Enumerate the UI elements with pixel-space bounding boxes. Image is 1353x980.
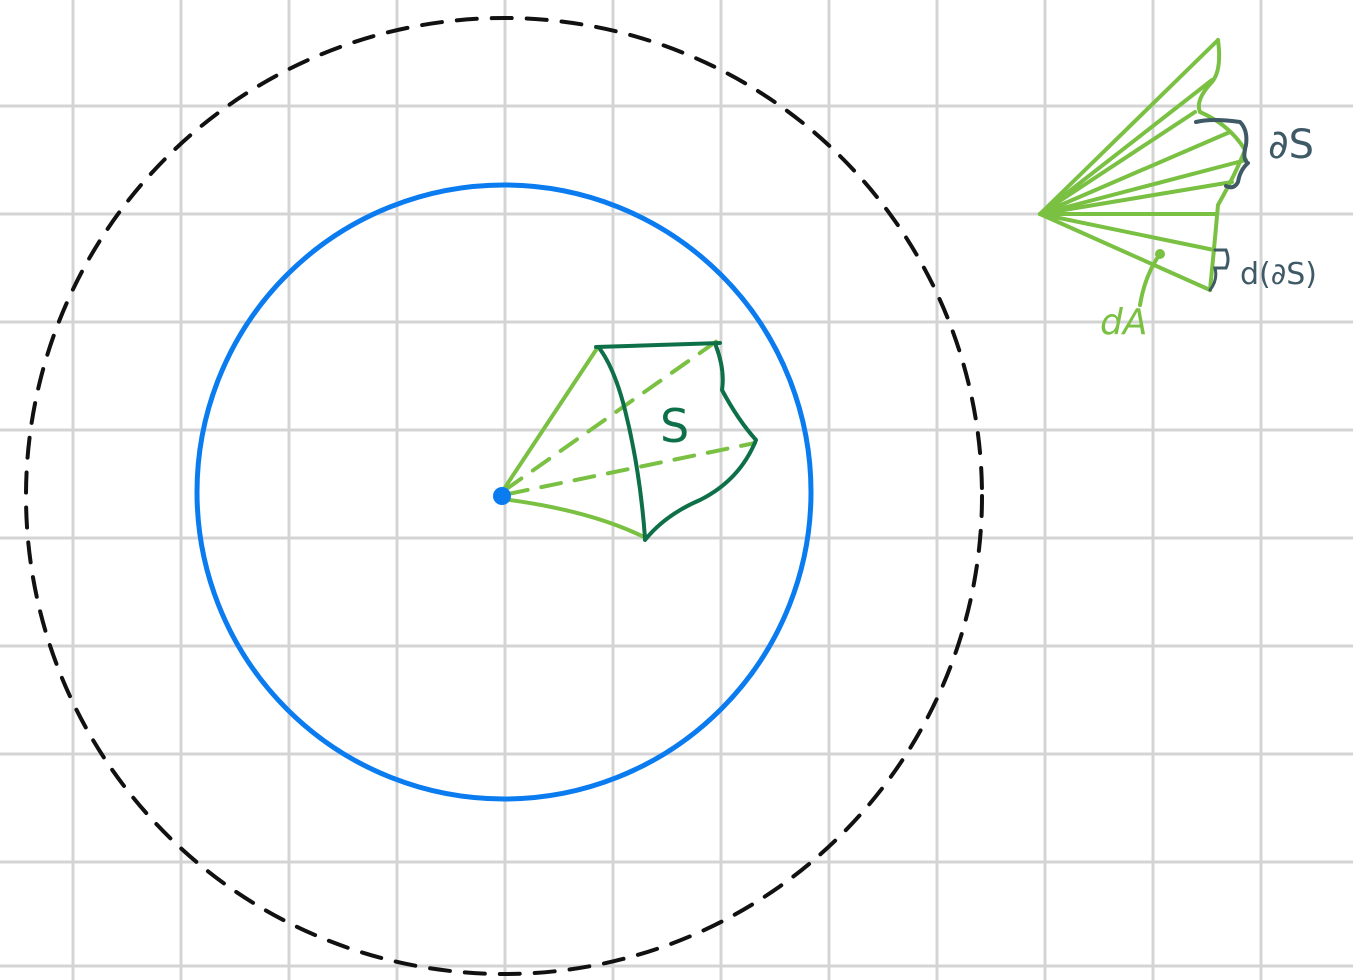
area-element-dot <box>1155 249 1165 259</box>
boundary-label: ∂S <box>1268 122 1314 168</box>
area-element-label: dA <box>1100 302 1147 343</box>
surface-label: S <box>660 399 689 453</box>
center-point <box>493 487 511 505</box>
boundary-element-label: d(∂S) <box>1240 257 1317 292</box>
